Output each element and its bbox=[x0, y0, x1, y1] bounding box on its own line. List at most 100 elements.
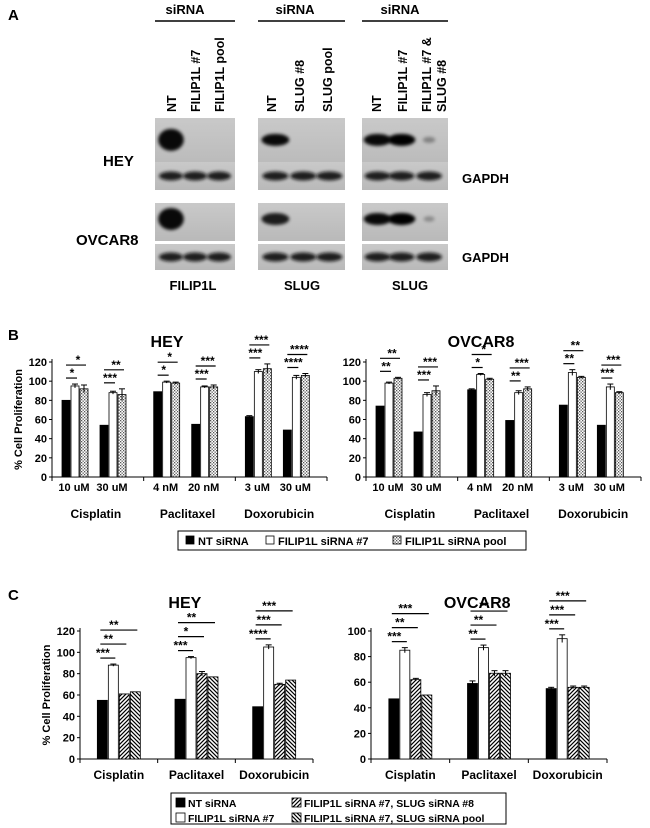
bar bbox=[576, 376, 586, 478]
bar bbox=[578, 686, 590, 760]
gapdh-band bbox=[416, 252, 442, 262]
bar bbox=[523, 388, 533, 478]
bar bbox=[200, 386, 210, 478]
sig-stars: *** bbox=[545, 617, 559, 631]
lane-label: NT bbox=[370, 95, 384, 112]
protein-band bbox=[158, 128, 184, 151]
y-tick-label: 100 bbox=[343, 376, 361, 388]
sig-stars: *** bbox=[195, 367, 209, 381]
bar bbox=[162, 381, 172, 478]
bar bbox=[614, 392, 624, 478]
bar bbox=[174, 698, 186, 760]
sig-stars: *** bbox=[417, 368, 431, 382]
dose-label: 10 uM bbox=[58, 482, 89, 494]
chart-title: HEY bbox=[168, 595, 201, 612]
sig-stars: *** bbox=[387, 630, 401, 644]
chart-b-hey: HEY% Cell Proliferation020406080100120**… bbox=[13, 333, 328, 521]
bar bbox=[262, 368, 272, 478]
gapdh-band bbox=[316, 252, 343, 262]
drug-label: Cisplatin bbox=[384, 507, 435, 521]
bar bbox=[196, 673, 208, 760]
bar bbox=[514, 392, 524, 478]
sig-stars: ** bbox=[387, 346, 397, 360]
bar bbox=[399, 649, 411, 760]
y-tick-label: 100 bbox=[29, 376, 47, 388]
drug-label: Cisplatin bbox=[70, 507, 121, 521]
sig-stars: * bbox=[76, 353, 81, 367]
bar bbox=[410, 679, 422, 760]
legend-swatch bbox=[392, 535, 402, 545]
sig-stars: *** bbox=[201, 354, 215, 368]
legend-label: FILIP1L siRNA #7, SLUG siRNA #8 bbox=[304, 798, 474, 810]
legend-c: NT siRNA FILIP1L siRNA #7, SLUG siRNA #8 F… bbox=[170, 792, 507, 825]
sig-stars: *** bbox=[96, 646, 110, 660]
protein-band bbox=[387, 212, 416, 225]
bar bbox=[96, 699, 108, 760]
bar bbox=[485, 378, 495, 478]
cell-line-label-hey: HEY bbox=[103, 153, 134, 170]
dose-label: 30 uM bbox=[410, 482, 441, 494]
bar bbox=[282, 429, 292, 478]
chart-c-hey: HEY% Cell Proliferation020406080100120**… bbox=[41, 595, 314, 782]
y-tick-label: 100 bbox=[57, 647, 75, 659]
bar bbox=[413, 431, 423, 478]
gapdh-band bbox=[364, 252, 391, 262]
legend-box bbox=[177, 530, 527, 551]
bar bbox=[431, 390, 441, 478]
bar bbox=[244, 416, 254, 478]
bar bbox=[478, 647, 489, 760]
dose-label: 4 nM bbox=[153, 482, 178, 494]
lane-label: FILIP1L #7 bbox=[189, 50, 203, 112]
y-tick-label: 20 bbox=[354, 728, 366, 740]
bar bbox=[70, 385, 80, 478]
lane-label: NT bbox=[265, 95, 279, 112]
bar bbox=[209, 386, 219, 478]
sig-stars: *** bbox=[423, 355, 437, 369]
blot-target-label: FILIP1L bbox=[170, 278, 217, 293]
sig-stars: *** bbox=[550, 603, 564, 617]
chart-title: OVCAR8 bbox=[448, 334, 515, 351]
panel-b-letter: B bbox=[8, 327, 19, 344]
bar bbox=[567, 372, 577, 478]
bar bbox=[467, 389, 477, 478]
legend-swatch bbox=[291, 797, 302, 808]
bar bbox=[500, 672, 511, 760]
gapdh-band bbox=[183, 171, 207, 181]
bar bbox=[171, 382, 181, 478]
sig-stars: ** bbox=[565, 352, 575, 366]
y-tick-label: 40 bbox=[354, 703, 366, 715]
drug-label: Cisplatin bbox=[93, 768, 144, 782]
y-tick-label: 60 bbox=[349, 415, 361, 427]
dose-label: 30 uM bbox=[96, 482, 127, 494]
lane-label: FILIP1L pool bbox=[213, 37, 227, 112]
lane-label: SLUG #8 bbox=[293, 60, 307, 112]
bar bbox=[388, 698, 400, 760]
lane-label: NT bbox=[165, 95, 179, 112]
sig-stars: **** bbox=[284, 356, 303, 370]
panel-c-letter: C bbox=[8, 587, 19, 604]
y-tick-label: 80 bbox=[349, 395, 361, 407]
lane-label: FILIP1L #7 & bbox=[420, 37, 434, 112]
y-tick-label: 20 bbox=[35, 453, 47, 465]
bar bbox=[393, 377, 403, 478]
sig-stars: ** bbox=[104, 632, 114, 646]
gapdh-band bbox=[388, 252, 415, 262]
sig-stars: * bbox=[70, 366, 75, 380]
dose-label: 10 uM bbox=[372, 482, 403, 494]
legend-swatch bbox=[265, 535, 275, 545]
y-tick-label: 20 bbox=[63, 733, 75, 745]
gapdh-band bbox=[159, 171, 183, 181]
bar bbox=[476, 374, 486, 478]
protein-band bbox=[423, 216, 435, 222]
bar bbox=[153, 391, 163, 478]
legend-box bbox=[170, 792, 507, 825]
y-tick-label: 40 bbox=[63, 711, 75, 723]
sig-stars: *** bbox=[254, 333, 268, 347]
bar bbox=[252, 706, 264, 760]
panel-a-letter: A bbox=[8, 7, 19, 24]
gapdh-band bbox=[207, 171, 231, 181]
bar bbox=[79, 388, 89, 478]
sig-stars: * bbox=[481, 343, 486, 357]
protein-band bbox=[422, 136, 436, 143]
